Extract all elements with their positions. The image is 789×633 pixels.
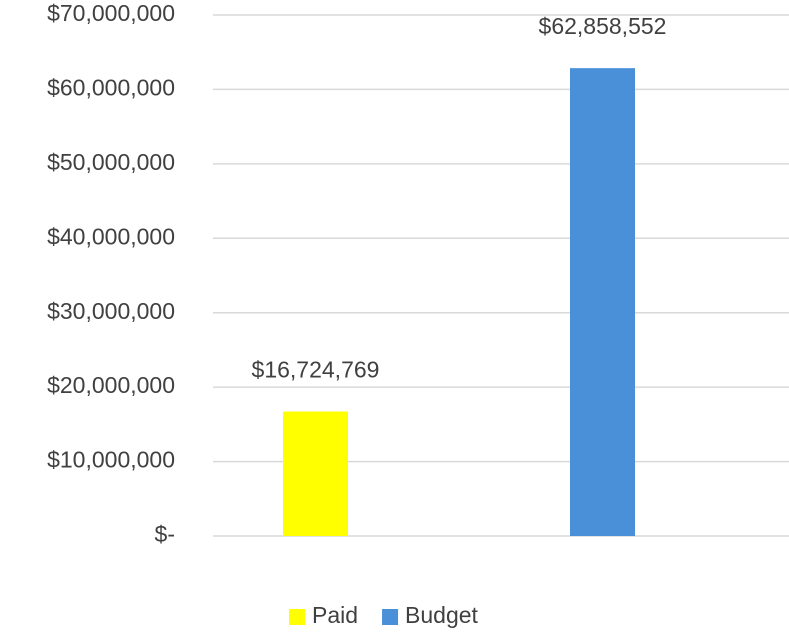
data-label: $62,858,552 <box>539 13 667 39</box>
bar <box>283 411 348 536</box>
y-tick-label: $- <box>155 521 175 547</box>
y-tick-label: $10,000,000 <box>47 447 175 473</box>
y-tick-label: $30,000,000 <box>47 298 175 324</box>
data-label: $16,724,769 <box>252 357 380 383</box>
y-tick-label: $50,000,000 <box>47 149 175 175</box>
y-tick-label: $20,000,000 <box>47 372 175 398</box>
y-tick-label: $60,000,000 <box>47 75 175 101</box>
bar <box>570 68 635 537</box>
legend-label: Budget <box>405 602 479 628</box>
y-tick-label: $40,000,000 <box>47 223 175 249</box>
legend-label: Paid <box>312 602 358 628</box>
legend-swatch <box>289 609 305 625</box>
legend-swatch <box>382 609 399 625</box>
y-tick-label: $70,000,000 <box>47 0 175 26</box>
